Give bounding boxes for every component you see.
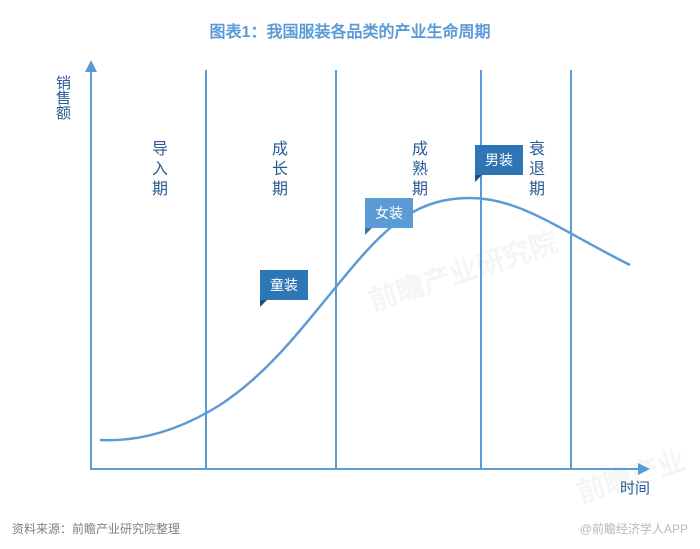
phase-divider-3 [480, 70, 482, 470]
phase-label-4: 衰退期 [522, 140, 546, 200]
y-axis-arrow [85, 60, 97, 72]
y-axis-label: 销售额 [52, 75, 73, 120]
x-axis [90, 468, 640, 470]
x-axis-arrow [638, 463, 650, 475]
y-axis [90, 70, 92, 470]
tag-fold-icon [260, 300, 267, 307]
category-tag-3: 男装 [475, 145, 523, 175]
tag-fold-icon [365, 228, 372, 235]
tag-fold-icon [475, 175, 482, 182]
credit-note: @前瞻经济学人APP [580, 520, 688, 537]
source-note: 资料来源：前瞻产业研究院整理 [12, 520, 180, 537]
phase-divider-1 [205, 70, 207, 470]
category-tag-1: 童装 [260, 270, 308, 300]
phase-label-2: 成长期 [265, 140, 289, 200]
phase-label-1: 导入期 [145, 140, 169, 200]
lifecycle-curve [90, 70, 640, 470]
x-axis-label: 时间 [620, 477, 650, 498]
chart-area: 销售额 时间 导入期成长期成熟期衰退期童装女装男装 [90, 70, 640, 470]
phase-label-3: 成熟期 [405, 140, 429, 200]
category-tag-2: 女装 [365, 198, 413, 228]
phase-divider-2 [335, 70, 337, 470]
chart-title: 图表1：我国服装各品类的产业生命周期 [0, 18, 700, 42]
phase-divider-4 [570, 70, 572, 470]
